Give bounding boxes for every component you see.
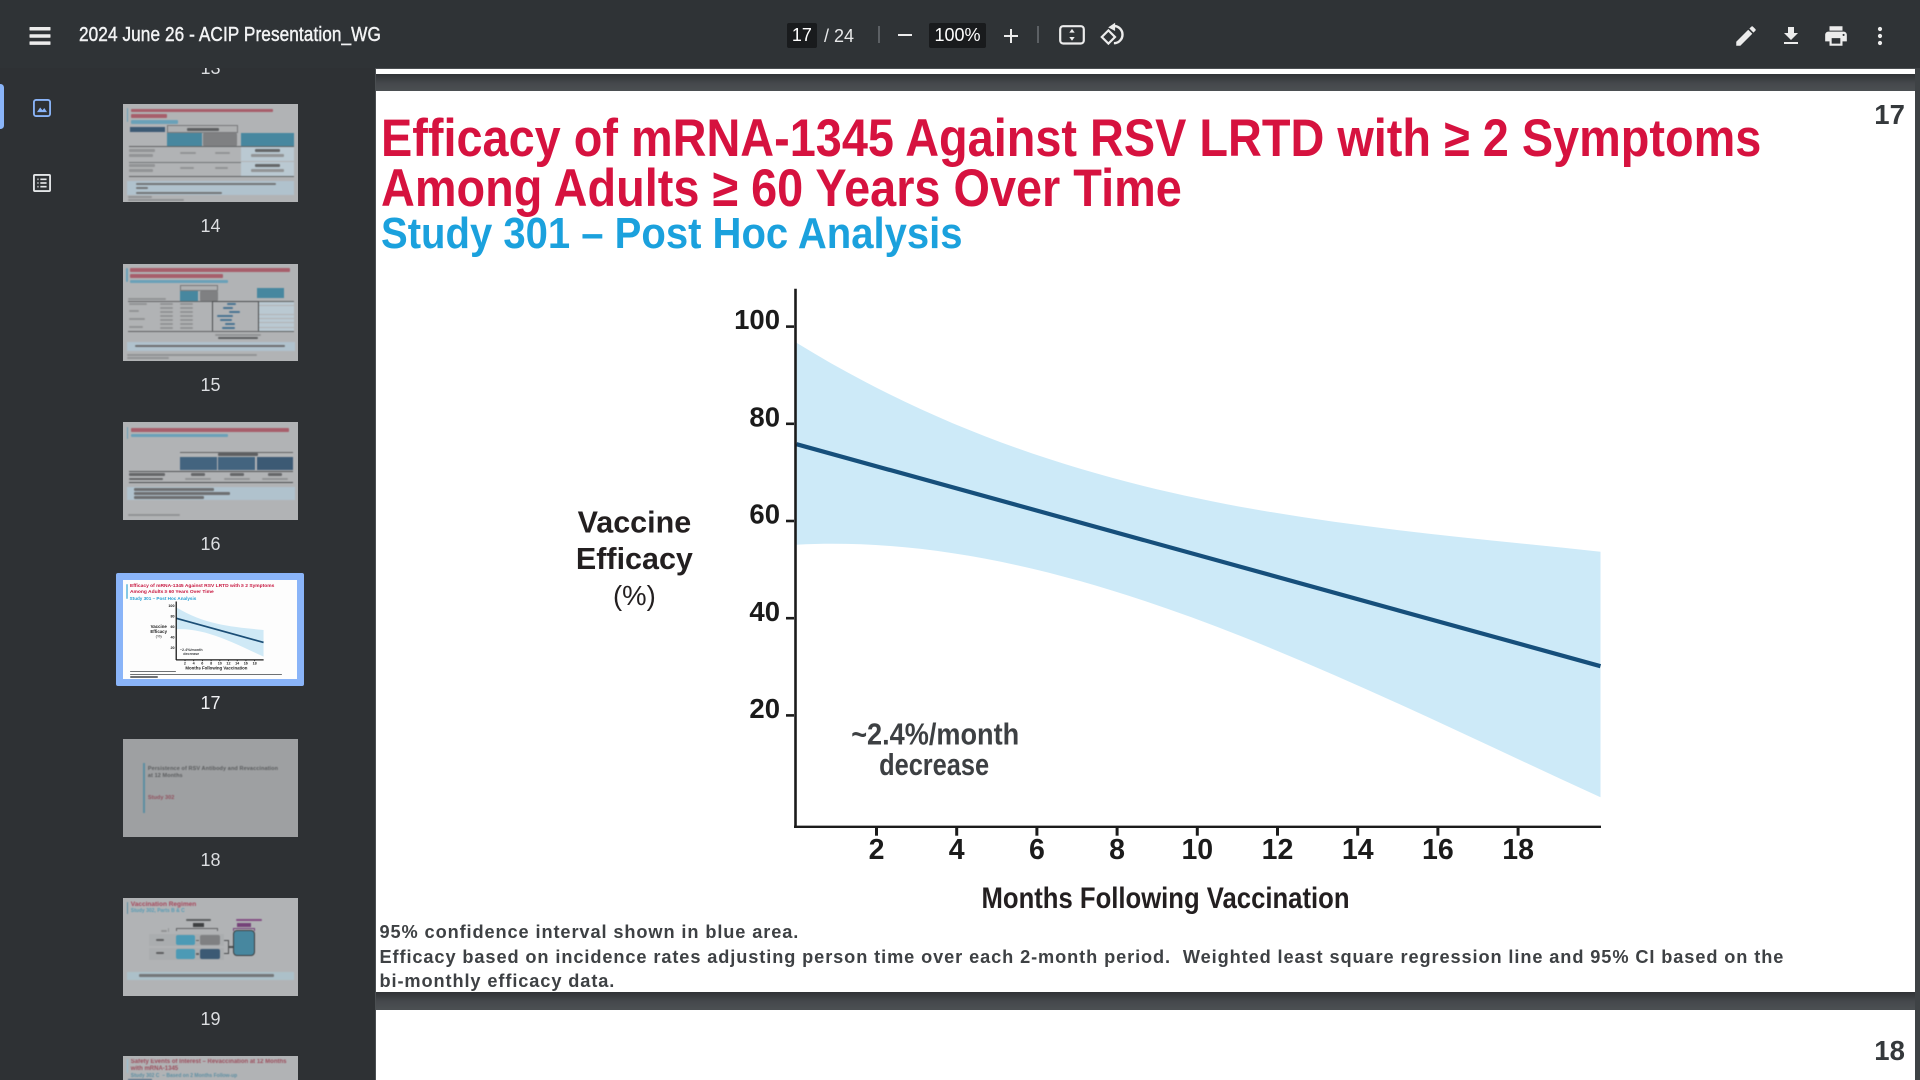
svg-text:60: 60 — [170, 625, 174, 629]
svg-text:14: 14 — [1341, 834, 1373, 866]
svg-text:80: 80 — [170, 615, 174, 619]
svg-text:18: 18 — [252, 661, 256, 665]
svg-text:2: 2 — [184, 661, 186, 665]
svg-text:6: 6 — [1028, 834, 1044, 866]
svg-text:(%): (%) — [613, 580, 656, 611]
svg-text:10: 10 — [1181, 834, 1213, 866]
svg-text:Vaccine: Vaccine — [150, 624, 167, 629]
svg-text:12: 12 — [1261, 834, 1293, 866]
svg-text:40: 40 — [170, 636, 174, 640]
svg-text:40: 40 — [749, 596, 780, 627]
svg-text:Vaccine: Vaccine — [577, 505, 691, 539]
svg-text:Months Following Vaccination: Months Following Vaccination — [185, 666, 247, 671]
svg-text:~2.4%/month: ~2.4%/month — [179, 648, 203, 652]
svg-text:Efficacy: Efficacy — [150, 629, 167, 634]
svg-text:20: 20 — [170, 646, 174, 650]
svg-text:14: 14 — [235, 661, 240, 665]
svg-text:80: 80 — [749, 401, 780, 432]
svg-text:8: 8 — [210, 661, 212, 665]
svg-text:16: 16 — [1422, 834, 1454, 866]
svg-text:8: 8 — [1109, 834, 1125, 866]
svg-text:100: 100 — [168, 604, 174, 608]
svg-text:18: 18 — [1502, 834, 1534, 866]
svg-text:Efficacy: Efficacy — [575, 542, 692, 576]
svg-text:2: 2 — [868, 834, 884, 866]
svg-text:~2.4%/month: ~2.4%/month — [851, 716, 1019, 751]
svg-text:60: 60 — [749, 498, 780, 529]
svg-text:4: 4 — [192, 661, 195, 665]
svg-text:20: 20 — [749, 693, 780, 724]
svg-text:100: 100 — [734, 304, 780, 335]
svg-text:(%): (%) — [155, 634, 162, 639]
svg-text:6: 6 — [201, 661, 203, 665]
svg-text:decrease: decrease — [183, 652, 199, 656]
svg-text:4: 4 — [948, 834, 964, 866]
svg-text:10: 10 — [217, 661, 221, 665]
svg-text:16: 16 — [243, 661, 247, 665]
svg-text:12: 12 — [226, 661, 230, 665]
svg-text:decrease: decrease — [879, 747, 989, 782]
svg-text:Months Following Vaccination: Months Following Vaccination — [981, 882, 1349, 915]
